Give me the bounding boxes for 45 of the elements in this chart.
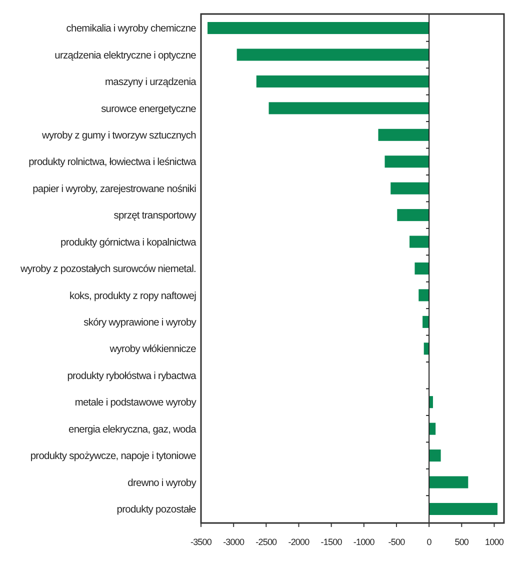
bar [378, 128, 430, 141]
bar [390, 182, 430, 194]
y-tick-label: koks, produkty z ropy naftowej [69, 290, 196, 302]
bar [208, 22, 430, 34]
bar [429, 476, 468, 488]
bar [256, 75, 430, 88]
y-tick-label: produkty górnictwa i kopalnictwa [60, 237, 197, 248]
y-tick-label: urządzenia elektryczne i optyczne [54, 50, 197, 62]
bar [422, 316, 430, 328]
x-tick-label: -2000 [288, 537, 310, 547]
y-tick-label: wyroby włókiennicze [108, 344, 197, 356]
bar [410, 236, 430, 248]
y-tick-label: produkty rolnictwa, łowiectwa i leśnictwa [28, 157, 197, 168]
x-tick-label: -1500 [320, 537, 342, 547]
x-tick-label: 0 [426, 537, 432, 547]
y-tick-label: surowce energetyczne [101, 104, 197, 115]
x-tick-label: -1000 [353, 537, 375, 547]
x-tick-label: 500 [454, 537, 469, 547]
bar [429, 422, 436, 435]
bar [429, 450, 441, 462]
y-tick-label: energia elekryczna, gaz, woda [68, 424, 197, 436]
y-tick-label: sprzęt transportowy [114, 210, 198, 222]
bar [418, 289, 430, 302]
bar [236, 48, 430, 61]
bar [429, 502, 498, 515]
y-tick-label: papier i wyroby, zarejestrowane nośniki [32, 184, 196, 195]
y-tick-label: metale i podstawowe wyroby [74, 398, 198, 409]
y-tick-label: chemikalia i wyroby chemiczne [66, 24, 197, 35]
y-tick-label: produkty pozostałe [116, 504, 197, 516]
x-tick-label: -3000 [223, 537, 244, 547]
y-tick-label: drewno i wyroby [128, 478, 198, 489]
x-tick-label: -500 [388, 537, 406, 547]
x-tick-label: -3500 [190, 537, 212, 547]
x-tick-label: 1000 [485, 537, 504, 547]
y-tick-label: maszyny i urządzenia [105, 77, 197, 88]
y-tick-label: skóry wyprawione i wyroby [84, 318, 198, 329]
y-tick-label: produkty rybołóstwa i rybactwa [67, 370, 197, 382]
bar [414, 262, 430, 275]
bar [384, 156, 430, 168]
bar [397, 209, 430, 222]
y-tick-label: wyroby z pozostałych surowców niemetal. [20, 264, 196, 276]
y-tick-label: wyroby z gumy i tworzyw sztucznych [41, 130, 196, 142]
y-tick-label: produkty spożywcze, napoje i tytoniowe [30, 451, 197, 462]
bar [268, 102, 430, 114]
x-tick-label: -2500 [256, 537, 278, 547]
